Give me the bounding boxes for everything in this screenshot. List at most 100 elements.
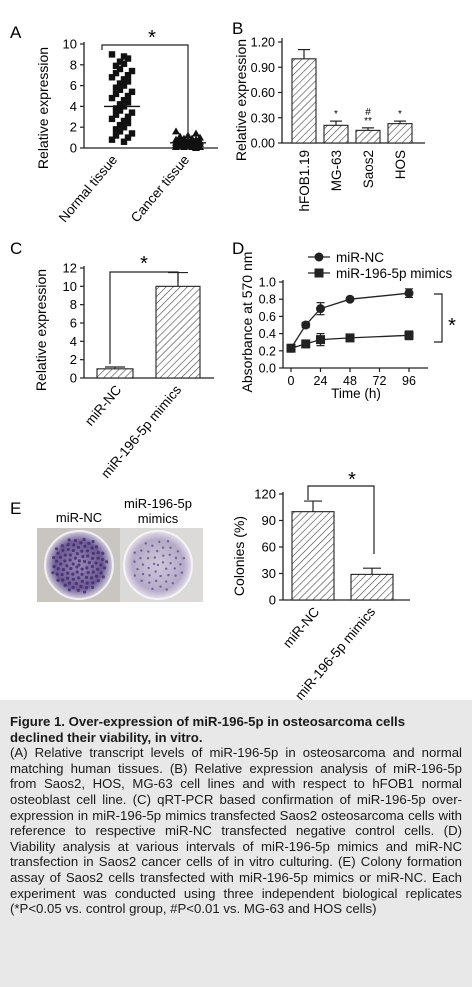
data-point-normal: [124, 72, 132, 79]
colony-dot: [71, 577, 76, 581]
panel-d: D Absorbance at 570 nm 0.0 0.2 0.4 0.6 0.8 1.…: [232, 239, 456, 401]
y-tick-label: 12: [63, 261, 77, 276]
data-point-normal: [124, 119, 132, 127]
colony-dot: [82, 590, 87, 594]
y-tick-label: 1.0: [259, 276, 276, 290]
data-point-square: [301, 339, 311, 349]
colony-dot: [101, 557, 105, 562]
data-point-cancer: [172, 127, 180, 135]
bar: [96, 368, 134, 379]
colony-dot: [71, 548, 75, 553]
colony-dot: [52, 556, 56, 560]
colony-dot: [161, 546, 165, 549]
colony-dot: [141, 563, 145, 566]
panel-e: E miR-NC miR-196-5p mimics Colonies (%) …: [10, 469, 410, 703]
caption-body: (A) Relative transcript levels of miR-19…: [10, 745, 462, 917]
colony-dot: [61, 548, 65, 552]
x-tick-label: 48: [343, 374, 357, 388]
colony-dot: [66, 547, 70, 552]
colony-dot: [72, 543, 76, 547]
colony-dot: [94, 574, 99, 578]
colony-dot: [166, 540, 170, 543]
x-tick-label: miR-NC: [82, 382, 124, 429]
colony-dot: [65, 576, 70, 580]
colony-dot: [51, 571, 55, 575]
y-tick-label: 0.30: [251, 111, 275, 125]
colony-dot: [154, 579, 158, 583]
y-tick-label: 0.00: [251, 137, 275, 151]
colony-dot: [180, 571, 184, 574]
y-tick-label: 2: [70, 352, 77, 367]
colony-dot: [63, 553, 67, 557]
significance-mark: *: [334, 109, 338, 120]
scatter-points: [104, 51, 206, 151]
data-point-normal: [108, 115, 116, 123]
colony-dot: [76, 545, 81, 549]
colony-dot: [65, 564, 69, 568]
colony-dot: [158, 540, 161, 544]
data-point-normal: [120, 82, 128, 89]
significance-bracket: [109, 271, 179, 364]
colony-dot: [61, 567, 66, 572]
y-axis-label: Relative expression: [233, 39, 249, 161]
colony-dot: [85, 581, 89, 585]
colony-dot: [71, 562, 75, 566]
bar-group: [96, 271, 201, 379]
colony-dot: [133, 574, 137, 577]
colony-dot: [153, 556, 157, 559]
data-point-square: [286, 343, 296, 353]
y-tick-label: 0.8: [259, 293, 276, 307]
data-point-normal: [120, 60, 128, 67]
y-axis-label: Absorbance at 570 nm: [239, 252, 255, 393]
colony-dot: [77, 559, 81, 563]
colony-dot: [79, 584, 83, 589]
colony-dot: [171, 581, 175, 585]
colony-dot: [52, 564, 56, 569]
colony-dot: [176, 550, 180, 553]
data-point-normal: [124, 92, 132, 100]
colony-dot: [91, 551, 95, 555]
data-point-normal: [124, 134, 132, 141]
legend-entry: miR-NC: [336, 250, 384, 265]
colony-dot: [60, 544, 64, 548]
colony-dot: [69, 566, 73, 571]
colony-dot: [182, 556, 186, 560]
data-point-normal: [128, 130, 136, 137]
y-tick-label: 0.0: [259, 362, 276, 376]
data-point-cancer: [176, 132, 184, 140]
bar-group: * #***: [291, 48, 413, 144]
caption-title: Figure 1. Over-expression of miR-196-5p …: [10, 714, 406, 745]
colony-dot: [152, 562, 156, 566]
data-point-normal: [124, 78, 132, 85]
colony-dot: [173, 567, 176, 570]
data-point-normal: [112, 69, 120, 77]
colony-dot: [133, 551, 136, 554]
colony-dot: [66, 542, 70, 547]
colony-dot: [77, 576, 81, 580]
data-point-normal: [116, 128, 124, 135]
colony-dot: [162, 554, 165, 557]
y-tick-label: 10: [63, 37, 77, 52]
y-tick-label: 0.4: [259, 327, 276, 341]
legend-entry: miR-196-5p mimics: [336, 266, 453, 281]
colony-dot: [148, 574, 151, 577]
figure-caption: Figure 1. Over-expression of miR-196-5p …: [0, 700, 472, 987]
colony-dot: [146, 556, 150, 560]
colony-dot: [63, 559, 67, 563]
colony-dot: [102, 566, 107, 570]
colony-dot: [179, 563, 182, 566]
y-axis: 0 2 4 6 8 10: [63, 37, 85, 156]
significance-bracket: [434, 293, 443, 343]
data-point-normal: [108, 94, 116, 102]
x-tick-label: 96: [402, 374, 416, 388]
data-point-circle: [301, 320, 311, 330]
data-point-normal: [112, 62, 120, 70]
y-tick-label: 4: [70, 334, 77, 349]
bar-group: [291, 500, 394, 601]
colony-dot: [87, 541, 91, 545]
panel-letter: D: [232, 239, 244, 258]
y-tick-label: 90: [262, 513, 276, 528]
data-point-normal: [108, 51, 116, 58]
panel-letter: B: [232, 19, 243, 38]
